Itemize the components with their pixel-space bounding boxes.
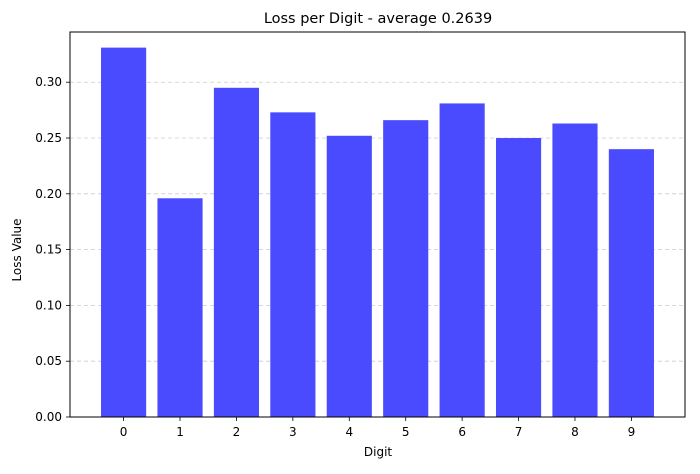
y-axis-ticks: 0.00 0.05 0.10 0.15 0.20 0.25 0.30 bbox=[35, 75, 70, 424]
y-tick-label: 0.05 bbox=[35, 354, 62, 368]
bar-digit-6 bbox=[439, 103, 485, 417]
bar-digit-5 bbox=[383, 120, 429, 417]
x-tick-label: 8 bbox=[571, 425, 579, 439]
x-tick-label: 6 bbox=[458, 425, 466, 439]
bar-digit-7 bbox=[495, 138, 542, 417]
x-tick-label: 9 bbox=[628, 425, 636, 439]
x-axis-label: Digit bbox=[364, 445, 393, 459]
x-tick-label: 3 bbox=[289, 425, 297, 439]
y-tick-label: 0.20 bbox=[35, 187, 62, 201]
bar-digit-1 bbox=[157, 198, 203, 417]
bars bbox=[101, 47, 654, 418]
chart-title: Loss per Digit - average 0.2639 bbox=[264, 11, 492, 27]
x-tick-label: 1 bbox=[176, 425, 184, 439]
bar-digit-8 bbox=[552, 123, 598, 417]
bar-digit-3 bbox=[270, 112, 316, 417]
bar-digit-9 bbox=[608, 149, 654, 417]
x-tick-label: 4 bbox=[345, 425, 353, 439]
x-tick-label: 7 bbox=[515, 425, 523, 439]
x-tick-label: 0 bbox=[120, 425, 128, 439]
y-tick-label: 0.10 bbox=[35, 298, 62, 312]
y-tick-label: 0.30 bbox=[35, 75, 62, 89]
bar-digit-2 bbox=[213, 87, 260, 417]
y-tick-label: 0.25 bbox=[35, 131, 62, 145]
y-axis-label: Loss Value bbox=[10, 218, 24, 281]
plot-frame bbox=[69, 31, 686, 418]
x-axis-ticks: 0 1 2 3 4 5 6 7 8 9 bbox=[120, 417, 635, 439]
bar-digit-4 bbox=[326, 135, 372, 418]
y-tick-label: 0.00 bbox=[35, 410, 62, 424]
bar-digit-0 bbox=[101, 47, 147, 417]
x-tick-label: 5 bbox=[402, 425, 410, 439]
y-tick-label: 0.15 bbox=[35, 243, 62, 257]
x-tick-label: 2 bbox=[233, 425, 241, 439]
